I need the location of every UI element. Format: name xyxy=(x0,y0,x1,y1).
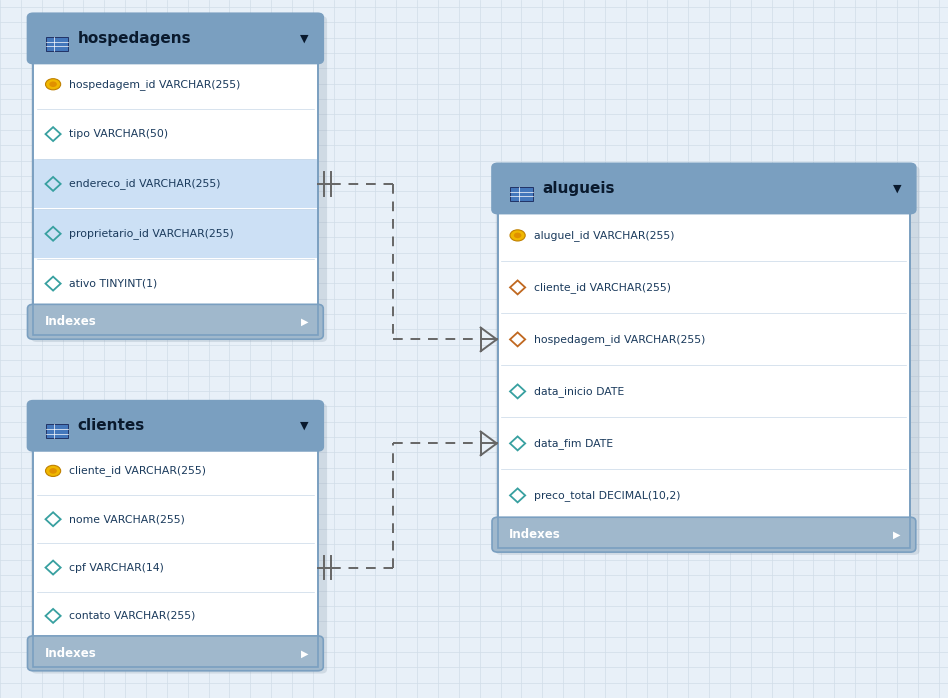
Text: nome VARCHAR(255): nome VARCHAR(255) xyxy=(69,514,185,524)
FancyBboxPatch shape xyxy=(492,517,916,552)
FancyBboxPatch shape xyxy=(31,16,327,342)
Text: clientes: clientes xyxy=(78,418,145,433)
FancyBboxPatch shape xyxy=(27,401,323,451)
Bar xyxy=(33,38,318,59)
Text: endereco_id VARCHAR(255): endereco_id VARCHAR(255) xyxy=(69,179,221,189)
Text: ▶: ▶ xyxy=(301,648,308,658)
Text: ▼: ▼ xyxy=(301,34,308,43)
Text: Indexes: Indexes xyxy=(45,315,97,328)
FancyBboxPatch shape xyxy=(496,166,920,555)
Text: hospedagem_id VARCHAR(255): hospedagem_id VARCHAR(255) xyxy=(534,334,705,345)
FancyBboxPatch shape xyxy=(492,163,916,214)
Circle shape xyxy=(510,230,525,241)
Bar xyxy=(33,405,318,667)
Circle shape xyxy=(514,232,521,238)
Circle shape xyxy=(46,466,61,477)
Bar xyxy=(33,309,318,322)
Bar xyxy=(33,17,318,335)
Text: alugueis: alugueis xyxy=(542,181,614,196)
Text: data_inicio DATE: data_inicio DATE xyxy=(534,386,624,397)
Text: ▼: ▼ xyxy=(893,184,901,193)
Bar xyxy=(34,159,317,208)
FancyBboxPatch shape xyxy=(27,636,323,671)
Text: Indexes: Indexes xyxy=(509,528,561,541)
FancyBboxPatch shape xyxy=(31,403,327,674)
Bar xyxy=(510,187,533,201)
Bar xyxy=(34,209,317,258)
Bar xyxy=(33,426,318,447)
Text: ▼: ▼ xyxy=(301,421,308,431)
Text: preco_total DECIMAL(10,2): preco_total DECIMAL(10,2) xyxy=(534,490,681,501)
Text: ▶: ▶ xyxy=(893,530,901,540)
Bar xyxy=(33,640,318,653)
Bar xyxy=(46,37,68,51)
Circle shape xyxy=(49,82,57,87)
Bar xyxy=(498,168,910,548)
Text: aluguel_id VARCHAR(255): aluguel_id VARCHAR(255) xyxy=(534,230,674,241)
Text: ▶: ▶ xyxy=(301,317,308,327)
Bar xyxy=(33,17,318,335)
FancyBboxPatch shape xyxy=(27,13,323,64)
Text: hospedagens: hospedagens xyxy=(78,31,191,46)
Circle shape xyxy=(46,79,61,90)
FancyBboxPatch shape xyxy=(27,304,323,339)
Text: tipo VARCHAR(50): tipo VARCHAR(50) xyxy=(69,129,169,139)
Bar xyxy=(498,521,910,535)
Circle shape xyxy=(49,468,57,474)
Text: Indexes: Indexes xyxy=(45,647,97,660)
Text: hospedagem_id VARCHAR(255): hospedagem_id VARCHAR(255) xyxy=(69,79,241,90)
Bar xyxy=(498,188,910,209)
Text: cpf VARCHAR(14): cpf VARCHAR(14) xyxy=(69,563,164,572)
Text: data_fim DATE: data_fim DATE xyxy=(534,438,612,449)
Bar xyxy=(498,168,910,548)
Text: cliente_id VARCHAR(255): cliente_id VARCHAR(255) xyxy=(534,282,671,293)
Text: cliente_id VARCHAR(255): cliente_id VARCHAR(255) xyxy=(69,466,207,476)
Text: contato VARCHAR(255): contato VARCHAR(255) xyxy=(69,611,195,621)
Text: proprietario_id VARCHAR(255): proprietario_id VARCHAR(255) xyxy=(69,228,234,239)
Bar xyxy=(46,424,68,438)
Text: ativo TINYINT(1): ativo TINYINT(1) xyxy=(69,279,157,288)
Bar xyxy=(33,405,318,667)
